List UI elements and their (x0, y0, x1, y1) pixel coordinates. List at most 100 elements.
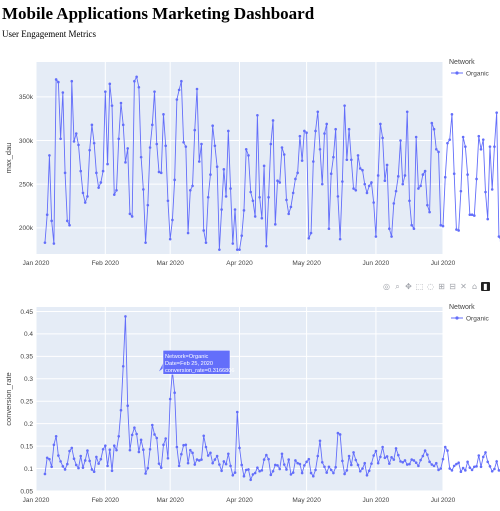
data-point[interactable] (195, 458, 199, 461)
data-point[interactable] (168, 237, 172, 241)
data-point[interactable] (148, 447, 152, 451)
data-point[interactable] (490, 469, 494, 473)
data-point[interactable] (81, 466, 85, 469)
data-point[interactable] (83, 459, 87, 462)
data-point[interactable] (240, 463, 244, 467)
data-point[interactable] (182, 140, 185, 144)
data-point[interactable] (119, 408, 123, 412)
data-point[interactable] (66, 462, 69, 466)
data-point[interactable] (247, 468, 250, 471)
data-point[interactable] (271, 119, 275, 122)
data-point[interactable] (332, 155, 335, 159)
data-point[interactable] (108, 82, 112, 86)
data-point[interactable] (396, 453, 400, 457)
data-point[interactable] (238, 446, 241, 450)
data-point[interactable] (233, 208, 237, 211)
data-point[interactable] (432, 464, 436, 468)
data-point[interactable] (426, 453, 429, 456)
data-point[interactable] (374, 235, 378, 238)
data-point[interactable] (289, 205, 293, 209)
data-point[interactable] (54, 78, 58, 81)
data-point[interactable] (177, 464, 181, 468)
data-point[interactable] (101, 169, 105, 173)
data-point[interactable] (74, 463, 78, 467)
data-point[interactable] (43, 472, 47, 476)
data-point[interactable] (242, 209, 246, 212)
data-point[interactable] (318, 147, 322, 151)
data-point[interactable] (318, 439, 322, 443)
zoom-icon[interactable]: ⌕ (395, 282, 400, 291)
data-point[interactable] (128, 212, 132, 216)
data-point[interactable] (209, 173, 212, 176)
data-point[interactable] (45, 456, 49, 460)
data-point[interactable] (414, 461, 418, 465)
data-point[interactable] (88, 459, 91, 463)
data-point[interactable] (316, 454, 320, 458)
data-point[interactable] (468, 213, 472, 217)
data-point[interactable] (381, 445, 384, 449)
data-point[interactable] (247, 154, 250, 157)
data-point[interactable] (68, 223, 71, 227)
data-point[interactable] (372, 454, 375, 457)
data-point[interactable] (202, 229, 206, 232)
data-point[interactable] (280, 452, 284, 456)
data-point[interactable] (144, 472, 147, 475)
data-point[interactable] (175, 98, 179, 101)
data-point[interactable] (347, 454, 351, 458)
data-point[interactable] (48, 154, 51, 157)
autoscale-icon[interactable]: ✕ (460, 282, 467, 291)
data-point[interactable] (383, 456, 387, 460)
data-point[interactable] (173, 178, 176, 182)
data-point[interactable] (278, 467, 282, 471)
data-point[interactable] (106, 464, 109, 468)
data-point[interactable] (213, 458, 217, 461)
data-point[interactable] (486, 217, 490, 221)
data-point[interactable] (213, 144, 217, 148)
data-point[interactable] (470, 213, 474, 217)
data-point[interactable] (441, 457, 445, 461)
data-point[interactable] (452, 464, 456, 468)
data-point[interactable] (50, 465, 53, 469)
data-point[interactable] (273, 463, 277, 467)
data-point[interactable] (423, 449, 427, 452)
data-point[interactable] (231, 242, 235, 245)
data-point[interactable] (206, 195, 210, 199)
data-point[interactable] (130, 215, 134, 218)
data-point[interactable] (405, 463, 409, 466)
data-point[interactable] (133, 79, 136, 83)
data-point[interactable] (450, 469, 454, 472)
data-point[interactable] (327, 227, 331, 230)
data-point[interactable] (390, 456, 393, 459)
data-point[interactable] (164, 437, 167, 440)
data-point[interactable] (63, 171, 67, 175)
data-point[interactable] (182, 443, 185, 447)
data-point[interactable] (325, 471, 329, 474)
data-point[interactable] (287, 458, 291, 461)
data-point[interactable] (260, 216, 264, 220)
data-point[interactable] (294, 459, 297, 462)
data-point[interactable] (394, 447, 398, 450)
data-point[interactable] (358, 469, 362, 473)
data-point[interactable] (334, 465, 337, 469)
data-point[interactable] (466, 460, 469, 464)
data-point[interactable] (157, 462, 161, 465)
data-point[interactable] (363, 461, 367, 465)
data-point[interactable] (269, 473, 273, 477)
data-point[interactable] (276, 464, 279, 467)
data-point[interactable] (477, 134, 481, 138)
data-point[interactable] (110, 104, 114, 107)
data-point[interactable] (119, 101, 123, 105)
data-point[interactable] (206, 454, 210, 457)
data-point[interactable] (401, 460, 405, 464)
data-point[interactable] (358, 167, 362, 170)
data-point[interactable] (354, 188, 358, 192)
lasso-icon[interactable]: ◌ (427, 282, 434, 291)
data-point[interactable] (477, 454, 481, 457)
data-point[interactable] (291, 191, 295, 195)
data-point[interactable] (189, 188, 192, 192)
data-point[interactable] (79, 169, 83, 173)
data-point[interactable] (191, 184, 194, 188)
data-point[interactable] (497, 469, 500, 472)
data-point[interactable] (202, 434, 206, 438)
data-point[interactable] (372, 201, 375, 204)
